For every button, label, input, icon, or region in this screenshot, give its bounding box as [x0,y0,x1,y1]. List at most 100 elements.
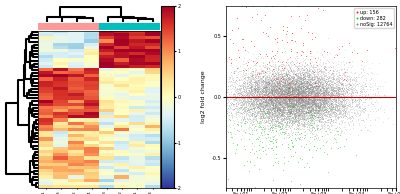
Point [316,85,322,88]
Point [274,82,280,85]
Point [245,92,252,95]
Point [252,88,258,91]
Point [278,71,284,74]
Point [304,87,310,90]
Point [275,59,282,62]
Point [290,105,297,108]
Point [285,97,292,100]
Point [268,109,274,113]
Point [292,74,298,77]
Point [276,81,283,85]
Point [312,102,318,105]
Point [278,107,284,110]
Point [318,92,325,95]
Point [295,124,301,127]
Point [324,80,330,83]
Point [260,106,267,109]
Point [298,81,304,84]
Point [295,100,302,103]
Point [316,105,322,108]
Point [330,81,337,85]
Point [286,97,292,100]
Point [250,77,256,80]
Point [315,94,321,97]
Point [318,103,324,106]
Point [262,94,268,97]
Point [246,116,252,119]
Point [301,65,308,68]
Point [310,92,316,95]
Point [296,84,302,87]
Point [284,84,291,87]
Point [301,96,307,99]
Point [242,94,248,97]
Point [252,105,258,108]
Point [276,127,283,130]
Point [289,89,295,92]
Point [276,86,282,89]
Point [284,61,290,64]
Point [278,69,285,72]
Point [288,107,294,110]
Point [276,64,282,67]
Point [272,96,279,99]
Point [280,131,287,134]
Point [312,70,318,73]
Point [302,80,309,83]
Point [346,87,352,90]
Point [298,87,304,90]
Point [349,98,356,101]
Point [276,101,283,105]
Point [234,100,241,104]
Point [307,74,313,77]
Point [331,102,338,105]
Point [308,93,314,96]
Point [328,104,334,107]
Point [295,98,302,101]
Point [278,82,284,85]
Point [332,97,338,100]
Point [290,116,297,120]
Point [270,126,277,130]
Point [257,72,264,75]
Point [308,88,315,91]
Point [245,110,252,113]
Point [303,70,309,73]
Point [303,98,310,101]
Point [266,117,272,120]
Point [280,93,287,96]
Point [246,66,253,69]
Point [306,89,312,93]
Point [278,133,284,136]
Point [266,114,272,117]
Point [269,95,275,99]
Point [255,88,261,91]
Point [283,136,290,139]
Point [240,111,247,114]
Point [306,70,312,73]
Point [307,82,313,85]
Point [263,101,269,104]
Point [269,92,276,95]
Point [279,85,285,88]
Point [309,116,316,120]
Point [290,72,296,75]
Point [248,87,254,90]
Point [270,101,277,104]
Point [274,99,280,102]
Point [312,100,318,103]
Point [260,62,266,65]
Point [278,103,284,107]
Point [298,81,304,85]
Point [333,83,339,86]
Point [238,102,244,106]
Point [296,86,302,89]
Point [300,107,306,110]
Point [352,75,359,78]
Point [243,94,249,97]
Point [280,63,286,66]
Point [294,98,301,101]
Point [298,84,305,87]
Point [268,85,274,88]
Point [272,105,278,108]
